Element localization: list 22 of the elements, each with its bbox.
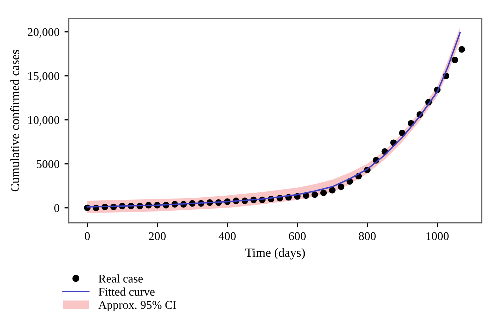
y-axis-title: Cumulative confirmed cases bbox=[10, 50, 20, 192]
x-tick-label: 800 bbox=[359, 232, 376, 240]
point bbox=[458, 46, 466, 53]
legend-label: Real case bbox=[98, 274, 144, 283]
y-tick-label: 5000 bbox=[37, 160, 60, 168]
y-tick-label: 0 bbox=[54, 204, 60, 212]
text: Approx. 95% CI bbox=[98, 301, 176, 312]
x-tick-label: 0 bbox=[85, 232, 90, 240]
x-tick-label: 400 bbox=[218, 232, 236, 240]
point bbox=[452, 56, 458, 64]
point bbox=[320, 190, 328, 196]
x-tick-label: 600 bbox=[289, 232, 306, 240]
y-tick-label: 10,000 bbox=[28, 116, 60, 126]
point bbox=[312, 192, 318, 198]
y-tick-label: 15,000 bbox=[28, 72, 60, 82]
x-axis-title: Time (days) bbox=[246, 248, 306, 260]
point bbox=[338, 184, 345, 190]
y-tick-label: 20,000 bbox=[28, 28, 60, 38]
x-tick-label: 1000 bbox=[426, 232, 449, 240]
point bbox=[329, 187, 336, 194]
x-tick-label: 200 bbox=[149, 232, 166, 240]
legend-label: Fitted curve bbox=[98, 288, 155, 296]
